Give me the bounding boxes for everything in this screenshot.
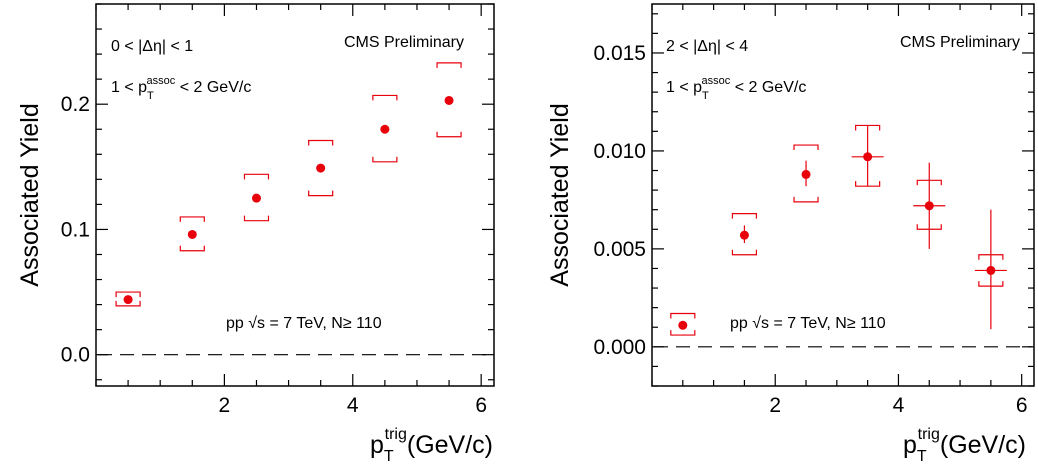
sys-error-bottom bbox=[308, 190, 334, 197]
right-cms-label: CMS Preliminary bbox=[900, 34, 1020, 51]
data-point-marker bbox=[444, 95, 454, 105]
sys-error-bottom bbox=[731, 249, 758, 256]
data-point bbox=[372, 94, 398, 163]
sys-error-top bbox=[372, 94, 398, 101]
x-tick-label: 4 bbox=[347, 394, 359, 417]
data-point bbox=[731, 213, 758, 256]
data-point bbox=[243, 173, 270, 222]
left-tick-labels: 2 4 6 0.0 0.1 0.2 bbox=[61, 93, 487, 417]
sys-error-bottom bbox=[670, 330, 696, 336]
right-tick-labels: 2 4 6 0.000 0.005 0.010 0.015 bbox=[593, 42, 1027, 417]
data-point bbox=[179, 216, 205, 252]
right-x-axis-label: pTtrig(GeV/c) bbox=[903, 426, 1026, 465]
sys-error-bottom bbox=[243, 215, 270, 222]
data-point-marker bbox=[123, 295, 133, 305]
left-x-axis-label: pTtrig(GeV/c) bbox=[370, 426, 493, 465]
left-eta-range: 0 < |Δη| < 1 bbox=[111, 38, 193, 55]
sys-error-top bbox=[670, 312, 696, 319]
sys-error-bottom bbox=[793, 196, 819, 203]
data-point bbox=[793, 144, 819, 203]
sys-error-bottom bbox=[179, 245, 205, 252]
data-point-marker bbox=[863, 152, 873, 162]
x-tick-label: 4 bbox=[893, 394, 905, 417]
left-y-axis-label: Associated Yield bbox=[16, 103, 44, 286]
x-tick-label: 6 bbox=[1016, 394, 1028, 417]
right-eta-range: 2 < |Δη| < 4 bbox=[666, 38, 748, 55]
y-tick-label: 0.005 bbox=[593, 238, 646, 261]
left-plot-frame bbox=[95, 3, 495, 387]
data-point-marker bbox=[924, 201, 934, 211]
data-point bbox=[436, 62, 462, 138]
left-pp-info: pp √s = 7 TeV, N≥ 110 bbox=[226, 315, 382, 332]
data-point bbox=[115, 291, 141, 307]
right-passoc-range: 1 < pTassoc < 2 GeV/c bbox=[666, 75, 806, 102]
left-data-marks bbox=[115, 62, 462, 307]
x-tick-label: 6 bbox=[475, 394, 487, 417]
data-point-marker bbox=[801, 169, 811, 179]
data-point-marker bbox=[739, 230, 749, 240]
left-cms-label: CMS Preliminary bbox=[344, 34, 464, 51]
sys-error-top bbox=[436, 62, 462, 68]
y-tick-label: 0.2 bbox=[61, 93, 90, 116]
data-point-marker bbox=[380, 124, 390, 134]
x-tick-label: 2 bbox=[769, 394, 781, 417]
sys-error-top bbox=[855, 124, 881, 131]
y-tick-label: 0.1 bbox=[61, 218, 90, 241]
data-point-marker bbox=[187, 229, 197, 239]
data-point bbox=[670, 312, 696, 336]
data-point-marker bbox=[316, 163, 326, 173]
y-tick-label: 0.0 bbox=[61, 344, 90, 367]
sys-error-top bbox=[793, 144, 819, 151]
sys-error-bottom bbox=[436, 131, 462, 138]
sys-error-top bbox=[115, 291, 141, 298]
left-panel: 2 4 6 0.0 0.1 0.2 Associated Yield pTtrig(GeV… bbox=[16, 3, 495, 465]
right-plot-frame bbox=[651, 3, 1035, 387]
sys-error-bottom bbox=[372, 156, 398, 163]
sys-error-bottom bbox=[855, 181, 881, 187]
data-point bbox=[851, 124, 884, 187]
right-y-axis-label: Associated Yield bbox=[546, 103, 574, 286]
right-ticks bbox=[651, 4, 1034, 387]
right-data-marks bbox=[670, 124, 1007, 336]
data-point-marker bbox=[678, 320, 688, 330]
sys-error-top bbox=[308, 139, 334, 146]
x-tick-label: 2 bbox=[219, 394, 231, 417]
sys-error-top bbox=[243, 173, 270, 180]
data-point-marker bbox=[986, 265, 996, 275]
sys-error-top bbox=[179, 216, 205, 222]
data-point bbox=[913, 162, 946, 249]
sys-error-bottom bbox=[115, 300, 141, 307]
left-ticks bbox=[95, 3, 494, 386]
sys-error-top bbox=[731, 213, 758, 219]
y-tick-label: 0.015 bbox=[593, 42, 646, 65]
right-panel: 2 4 6 0.000 0.005 0.010 0.015 Associated Yield… bbox=[546, 3, 1035, 465]
data-point-marker bbox=[251, 193, 261, 203]
data-point bbox=[974, 209, 1007, 330]
data-point bbox=[308, 139, 334, 197]
left-passoc-range: 1 < pTassoc < 2 GeV/c bbox=[111, 75, 251, 102]
y-tick-label: 0.000 bbox=[593, 336, 646, 359]
right-pp-info: pp √s = 7 TeV, N≥ 110 bbox=[730, 315, 886, 332]
y-tick-label: 0.010 bbox=[593, 140, 646, 163]
